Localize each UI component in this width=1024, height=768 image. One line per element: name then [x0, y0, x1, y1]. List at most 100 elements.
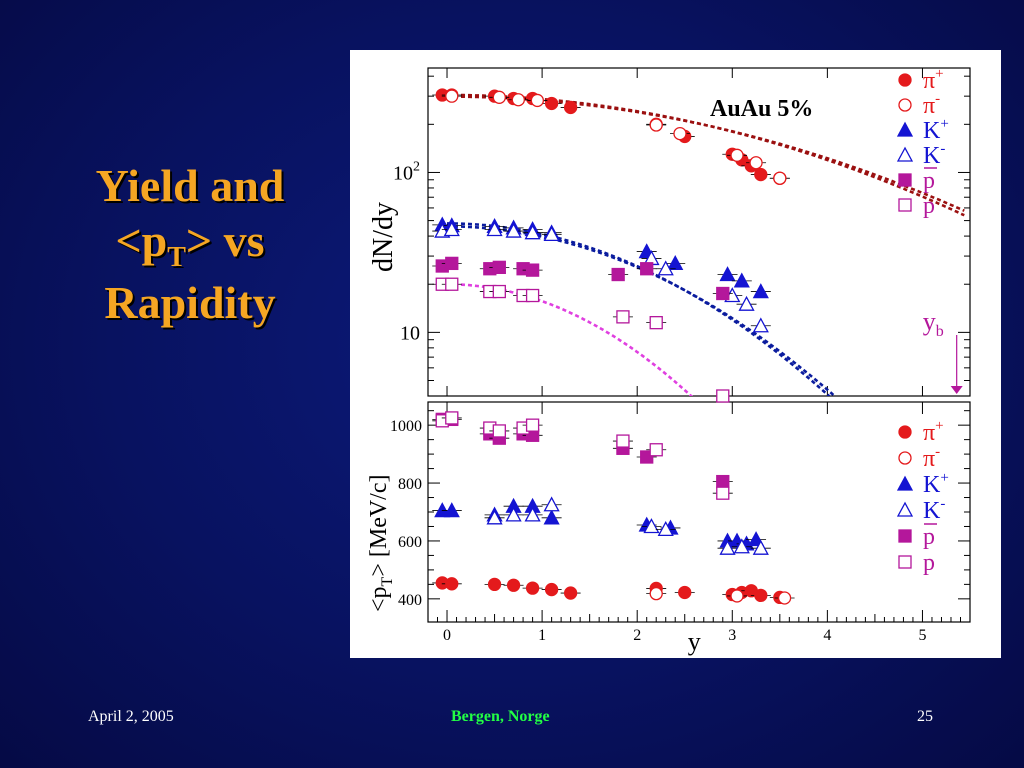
legend-sup: + [940, 470, 948, 486]
legend-base: p [923, 168, 935, 194]
ylabel-sub: T [379, 576, 396, 586]
top-legend-marker [896, 121, 914, 137]
legend-base: K [923, 498, 941, 524]
bottom-x-tick-label: 1 [538, 627, 546, 644]
top-point-p [525, 263, 540, 277]
top-y-axis-label: dN/dy [368, 202, 399, 272]
bottom-legend-label: K- [923, 496, 945, 524]
top-point-pbar [616, 310, 630, 324]
bottom-legend-marker [896, 501, 914, 517]
top-point-- [730, 148, 744, 162]
bottom-point-+ [487, 577, 502, 592]
footer-date: April 2, 2005 [88, 708, 174, 725]
top-y-tick-label: 102 [393, 159, 420, 184]
top-point-- [511, 93, 525, 107]
title-line-2: <pT> vs [40, 213, 340, 275]
top-point-K- [524, 224, 541, 240]
top-point-p [716, 286, 730, 301]
tick-label-base: 10 [393, 162, 413, 184]
title-pt-end: > vs [185, 215, 265, 267]
bottom-point-p [716, 474, 730, 489]
bottom-point-K+ [443, 502, 460, 518]
bottom-point-K- [733, 538, 750, 554]
bottom-x-tick-label: 0 [443, 627, 451, 644]
top-point-pbar [716, 389, 730, 403]
bottom-point-pbar [525, 418, 540, 432]
bottom-point-K- [505, 506, 522, 522]
bottom-x-tick-label: 2 [633, 627, 641, 644]
legend-base: K [923, 118, 941, 144]
bottom-point-+ [754, 588, 768, 603]
bottom-legend-label: p [923, 524, 935, 550]
top-legend-label: p [923, 193, 935, 219]
top-point-- [749, 156, 763, 170]
legend-sup: - [940, 496, 945, 512]
top-point-K- [443, 221, 460, 237]
top-point-p [640, 262, 654, 276]
bottom-point-K- [752, 539, 769, 555]
bottom-y-tick-label: 600 [398, 534, 422, 551]
bottom-point-K- [524, 506, 541, 522]
bottom-legend-marker [898, 555, 912, 569]
bottom-x-tick-label: 4 [823, 627, 831, 644]
bottom-point-+ [445, 577, 459, 591]
title-pt: <p [115, 215, 168, 267]
top-point-p [445, 256, 459, 271]
kaon-fit-curve [447, 222, 831, 396]
top-point-K- [738, 295, 755, 311]
ylabel-post: > [MeV/c] [366, 475, 392, 577]
bottom-legend-marker [896, 475, 914, 491]
top-point-K+ [752, 283, 769, 299]
top-legend-marker [898, 173, 912, 187]
top-point-K- [543, 226, 560, 242]
bottom-legend-label: π- [923, 444, 940, 472]
beam-rapidity-label: yb [923, 307, 944, 340]
bottom-legend-marker [898, 425, 912, 439]
beam-rapidity-label-base: y [923, 307, 936, 336]
bottom-x-tick-label: 3 [728, 627, 736, 644]
top-legend-label: p [923, 168, 935, 194]
bottom-point-K+ [434, 502, 451, 518]
pion-fit-curve [447, 95, 965, 212]
top-point-- [492, 90, 506, 104]
top-point-pbar [525, 288, 540, 303]
bottom-point-pbar [616, 434, 630, 448]
bottom-point-K- [719, 539, 736, 555]
legend-sup: + [940, 116, 948, 132]
title-line-3: Rapidity [104, 276, 276, 328]
top-legend-label: K- [923, 141, 945, 169]
legend-base: p [923, 550, 935, 576]
top-point-- [649, 118, 663, 132]
title-line-1: Yield and [95, 160, 285, 211]
bottom-point-- [649, 586, 663, 601]
footer-location: Bergen, Norge [451, 708, 550, 725]
bottom-point-K- [643, 518, 660, 534]
top-point-p [492, 260, 506, 275]
legend-base: K [923, 472, 941, 498]
top-annotation: AuAu 5% [710, 96, 813, 122]
top-point-K- [505, 222, 522, 238]
bottom-point-- [730, 589, 744, 603]
top-point-K- [486, 221, 503, 237]
bottom-point-- [777, 591, 792, 605]
top-point-- [773, 171, 787, 185]
legend-base: π [923, 420, 935, 446]
legend-base: K [923, 143, 941, 169]
legend-sup: - [940, 141, 945, 157]
top-plot-frame [427, 67, 971, 397]
bottom-point-+ [563, 586, 578, 600]
bottom-point-K- [657, 520, 674, 537]
beam-rapidity-arrowhead [950, 386, 963, 394]
top-point-+ [563, 100, 578, 115]
legend-base: p [923, 524, 935, 550]
tick-label-exponent: 2 [413, 159, 420, 174]
figure-panel: 102 10 dN/dy AuAu 5% yb π+ π- K+ K-p p π+ π- K+ K-p p 4… [350, 50, 1001, 658]
legend-base: π [923, 93, 935, 119]
top-legend-marker [898, 198, 912, 212]
top-point-K+ [667, 255, 684, 271]
bottom-point-pbar [492, 424, 506, 438]
bottom-point-K- [486, 509, 503, 525]
top-point-pbar [492, 284, 506, 299]
bottom-legend-label: K+ [923, 470, 949, 498]
